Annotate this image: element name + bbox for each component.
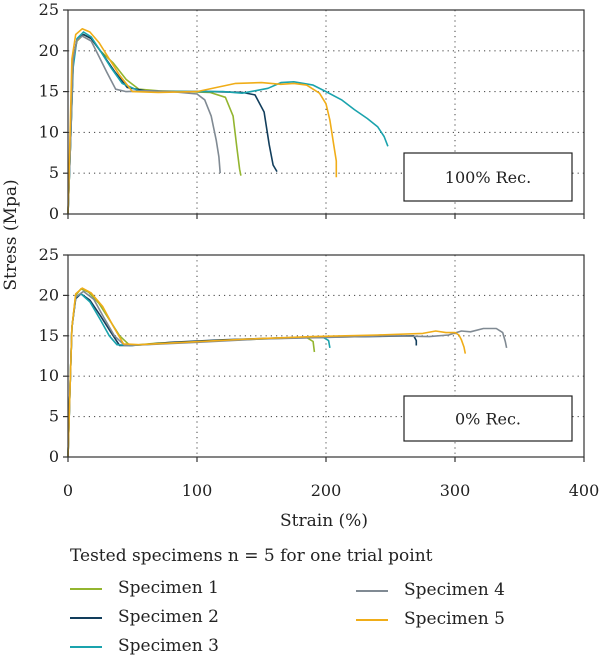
panel-2-ytick-label-0: 0 <box>49 447 59 466</box>
xtick-label-200: 200 <box>311 481 342 500</box>
legend-item-specimen-5: Specimen 5 <box>356 609 505 629</box>
panel-1-series-5 <box>67 28 338 215</box>
panel-2-series-2 <box>67 293 418 458</box>
legend-title: Tested specimens n = 5 for one trial poi… <box>70 546 433 566</box>
legend-swatch-specimen-1 <box>70 587 102 590</box>
panel-1-annotation-box <box>403 152 573 202</box>
panel-1-annotation-label: 100% Rec. <box>445 168 531 187</box>
panel-1-ytick-label-0: 0 <box>49 204 59 223</box>
xtick-label-0: 0 <box>63 481 73 500</box>
stress-strain-chart: 0 5 10 15 20 25 100% Rec. 0 5 10 15 20 25 0% Rec. 0 100… <box>1 0 600 531</box>
legend-label-specimen-4: Specimen 4 <box>404 580 505 600</box>
legend-swatch-specimen-5 <box>356 618 388 621</box>
xtick-label-400: 400 <box>569 481 600 500</box>
panel-1-ytick-label-20: 20 <box>39 41 59 60</box>
panel-1-ytick-label-25: 25 <box>39 0 59 19</box>
panel-2-annotation-box <box>403 395 573 442</box>
panel-2-series-1 <box>67 288 316 458</box>
legend-label-specimen-2: Specimen 2 <box>118 607 219 627</box>
panel-1-series-4 <box>67 35 221 215</box>
panel-2-ytick-label-5: 5 <box>49 407 59 426</box>
panel-2-ytick-label-10: 10 <box>39 366 59 385</box>
panel-2-ytick-label-25: 25 <box>39 245 59 264</box>
legend-item-specimen-3: Specimen 3 <box>70 636 219 656</box>
panel-2-series-5 <box>67 287 467 458</box>
legend-swatch-specimen-4 <box>356 589 388 592</box>
xtick-label-300: 300 <box>440 481 471 500</box>
legend-label-specimen-1: Specimen 1 <box>118 578 219 598</box>
panel-1-series-3 <box>67 31 389 215</box>
legend-item-specimen-2: Specimen 2 <box>70 607 219 627</box>
legend-swatch-specimen-3 <box>70 645 102 648</box>
legend-label-specimen-3: Specimen 3 <box>118 636 219 656</box>
panel-2-ytick-label-20: 20 <box>39 285 59 304</box>
panel-1-ytick-label-15: 15 <box>39 82 59 101</box>
panel-2-annotation-label: 0% Rec. <box>455 410 521 429</box>
xtick-label-100: 100 <box>182 481 213 500</box>
legend-swatch-specimen-2 <box>70 616 102 619</box>
legend-item-specimen-1: Specimen 1 <box>70 578 219 598</box>
panel-2-series-3 <box>67 293 331 458</box>
panel-1-series-2 <box>67 33 278 215</box>
panel-1-ytick-label-5: 5 <box>49 163 59 182</box>
legend-item-specimen-4: Specimen 4 <box>356 580 505 600</box>
panel-1-series-1 <box>67 33 242 215</box>
legend-label-specimen-5: Specimen 5 <box>404 609 505 629</box>
panel-2-ytick-label-15: 15 <box>39 326 59 345</box>
y-axis-label: Stress (Mpa) <box>1 179 21 290</box>
panel-1-ytick-label-10: 10 <box>39 122 59 141</box>
x-axis-label: Strain (%) <box>280 511 368 531</box>
